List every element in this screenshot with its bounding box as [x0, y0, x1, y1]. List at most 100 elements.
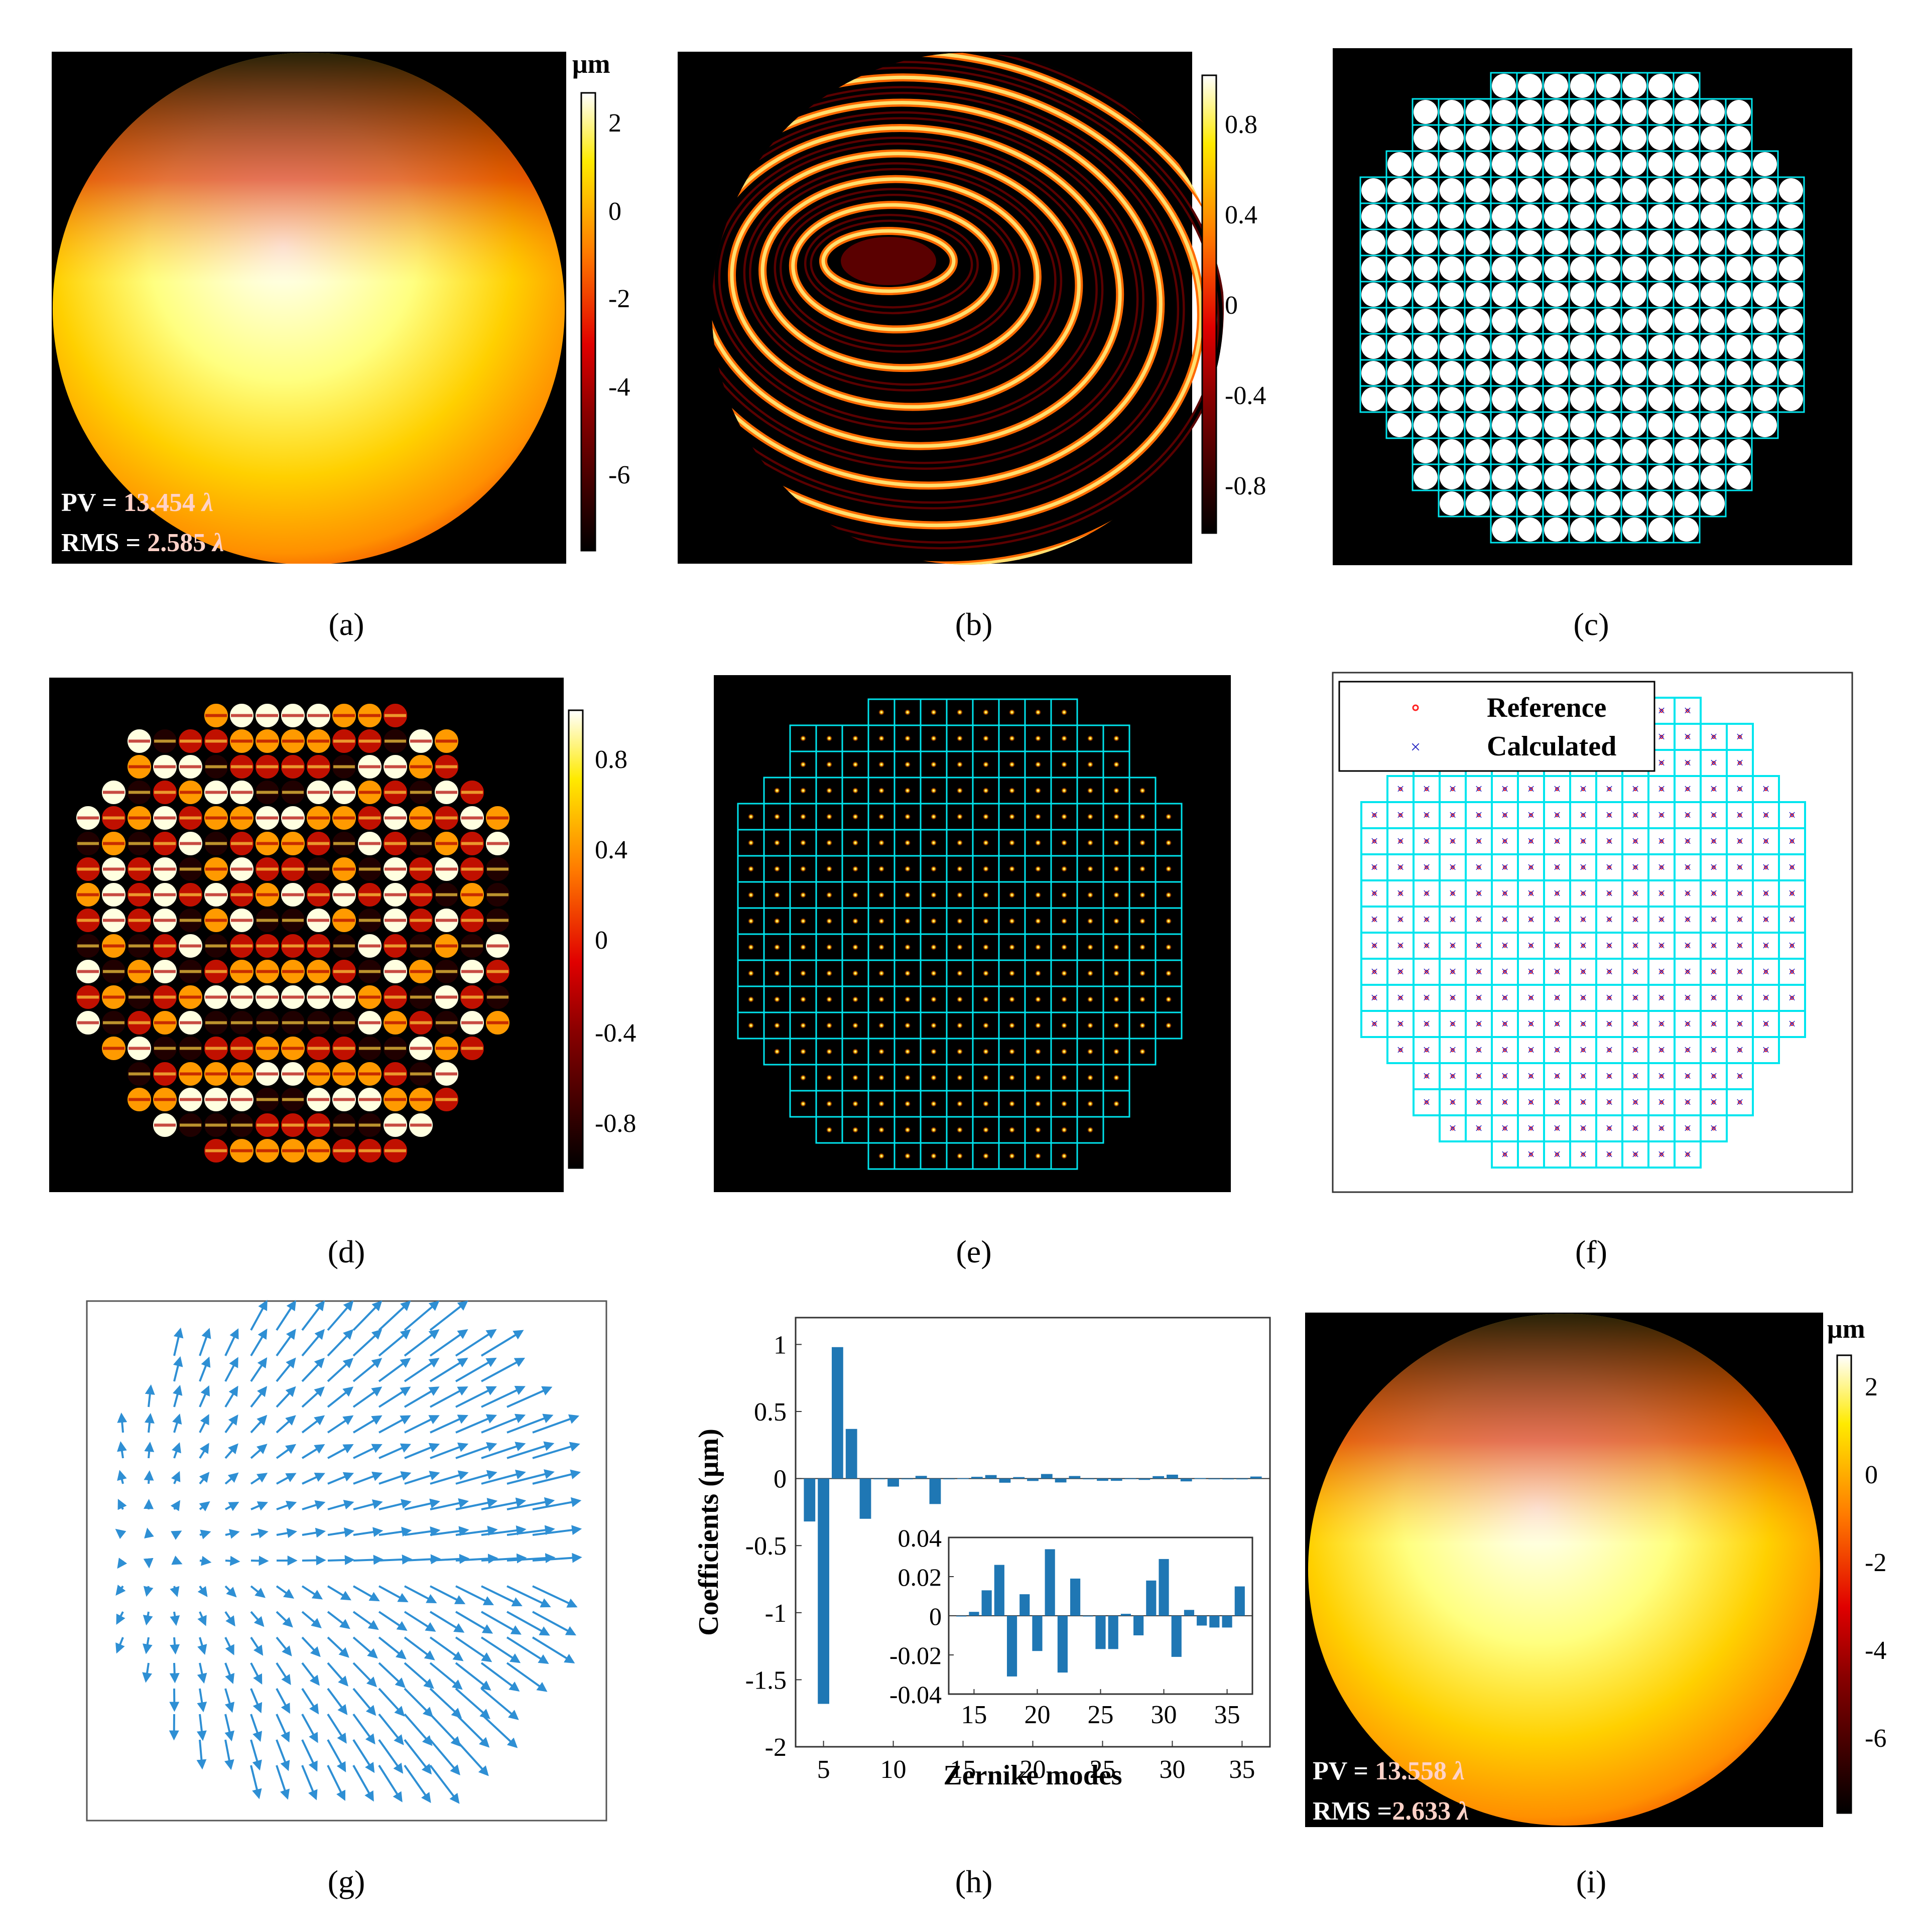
reference-marker — [1425, 970, 1429, 974]
lenslet-aperture — [1492, 256, 1516, 281]
inset-bar — [1133, 1616, 1144, 1635]
caption-i: (i) — [1576, 1864, 1606, 1899]
lenslet-aperture — [1701, 152, 1725, 176]
calculated-marker: × — [1762, 938, 1770, 954]
calculated-marker: × — [1657, 703, 1666, 719]
slope-arrow — [327, 1527, 355, 1537]
calculated-marker: × — [1736, 1016, 1744, 1032]
calculated-marker: × — [1449, 886, 1457, 901]
lenslet-aperture — [1622, 413, 1646, 437]
slope-arrow — [404, 1415, 440, 1434]
lenslet-aperture — [1387, 387, 1412, 411]
slope-arrow — [481, 1357, 526, 1382]
reference-marker — [1790, 970, 1794, 974]
lenslet-aperture — [1492, 491, 1516, 516]
reference-marker — [1633, 787, 1637, 791]
focal-spot — [905, 892, 911, 898]
slope-arrow — [506, 1636, 549, 1664]
lenslet-aperture — [1387, 361, 1412, 385]
focal-spot — [931, 1049, 937, 1055]
slope-arrow — [481, 1611, 522, 1635]
lenslet-aperture — [1596, 152, 1620, 176]
lenslet-aperture — [1727, 413, 1751, 437]
focal-spot — [852, 996, 858, 1002]
slope-arrow — [429, 1764, 460, 1804]
slope-arrow — [378, 1358, 411, 1382]
lenslet-grid-c — [1359, 72, 1805, 544]
lenslet-aperture — [1414, 152, 1438, 176]
lenslet-aperture — [1779, 178, 1803, 202]
bar — [1138, 1478, 1151, 1480]
slope-arrow — [199, 1501, 210, 1512]
slope-arrow — [429, 1611, 465, 1633]
lenslet-aperture — [1727, 204, 1751, 228]
lenslet-aperture — [1779, 283, 1803, 307]
calculated-marker: × — [1631, 912, 1639, 928]
reference-marker — [1607, 839, 1611, 843]
reference-marker — [1712, 1100, 1716, 1104]
lenslet-aperture — [1518, 465, 1542, 489]
reference-marker — [1425, 839, 1429, 843]
lenslet-aperture — [1492, 74, 1516, 98]
calculated-marker: × — [1449, 912, 1457, 928]
caption-f: (f) — [1575, 1234, 1607, 1269]
calculated-marker: × — [1736, 808, 1744, 823]
reference-marker — [1659, 944, 1664, 948]
calculated-marker: × — [1710, 755, 1718, 771]
lenslet-aperture — [1518, 309, 1542, 333]
reference-marker — [1398, 1022, 1402, 1026]
lenslet-aperture — [1570, 518, 1594, 542]
slope-arrow — [455, 1585, 494, 1605]
slope-arrow — [429, 1636, 464, 1661]
calculated-marker: × — [1501, 782, 1509, 797]
focal-spot — [878, 840, 884, 846]
lenslet-aperture — [1440, 335, 1464, 359]
lenslet-aperture — [1622, 335, 1646, 359]
slope-arrow — [276, 1528, 297, 1538]
reference-marker — [1659, 761, 1664, 765]
calculated-marker: × — [1475, 1043, 1483, 1058]
lenslet-aperture — [1414, 230, 1438, 254]
calculated-marker: × — [1475, 964, 1483, 980]
slope-arrow — [506, 1525, 555, 1536]
slope-arrow — [506, 1611, 550, 1636]
lenslet-aperture — [1518, 387, 1542, 411]
reference-marker — [1764, 787, 1768, 791]
focal-spot — [1061, 1127, 1067, 1133]
calculated-marker: × — [1736, 912, 1744, 928]
slope-arrow — [532, 1414, 580, 1434]
x-tick-label: 30 — [1159, 1755, 1185, 1784]
slope-arrow — [506, 1497, 555, 1510]
slope-arrow — [276, 1765, 290, 1800]
slope-arrow — [352, 1765, 374, 1802]
reference-marker — [1712, 1022, 1716, 1026]
reference-marker — [1607, 813, 1611, 817]
slope-arrow — [481, 1497, 527, 1510]
focal-spot — [983, 735, 989, 741]
focal-spot — [852, 1127, 858, 1133]
calculated-marker: × — [1605, 1016, 1613, 1032]
caption-h: (h) — [955, 1864, 993, 1899]
reference-marker — [1712, 918, 1716, 922]
lenslet-aperture — [1518, 439, 1542, 463]
calculated-marker: × — [1579, 1121, 1587, 1136]
colorbar-unit-i: μm — [1827, 1314, 1865, 1344]
lenslet-aperture — [1596, 361, 1620, 385]
focal-spot — [905, 944, 911, 950]
lenslet-aperture — [1518, 335, 1542, 359]
calculated-marker: × — [1449, 1069, 1457, 1084]
slope-arrow — [404, 1554, 441, 1565]
slope-arrow — [327, 1358, 354, 1382]
slope-arrow — [224, 1385, 238, 1408]
reference-marker — [1451, 865, 1455, 869]
svg-text:-2: -2 — [608, 285, 630, 313]
lenslet-cell — [1777, 385, 1805, 413]
slope-arrow — [224, 1328, 239, 1356]
focal-spot — [826, 788, 832, 794]
reference-marker — [1425, 813, 1429, 817]
focal-spot — [852, 814, 858, 820]
lenslet-aperture — [1648, 152, 1673, 176]
lenslet-aperture — [1727, 465, 1751, 489]
calculated-marker: × — [1501, 834, 1509, 849]
calculated-marker: × — [1710, 938, 1718, 954]
